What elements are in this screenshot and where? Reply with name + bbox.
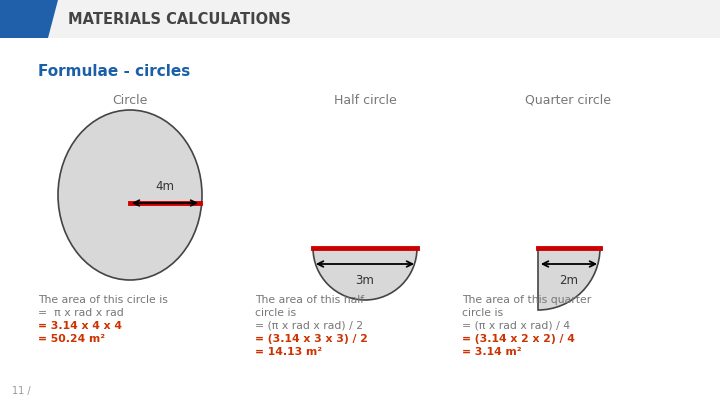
Text: = 3.14 m²: = 3.14 m² <box>462 347 521 357</box>
Text: = (3.14 x 3 x 3) / 2: = (3.14 x 3 x 3) / 2 <box>255 334 368 344</box>
Text: = (π x rad x rad) / 4: = (π x rad x rad) / 4 <box>462 321 570 331</box>
Text: Quarter circle: Quarter circle <box>525 94 611 107</box>
Text: = (3.14 x 2 x 2) / 4: = (3.14 x 2 x 2) / 4 <box>462 334 575 344</box>
Text: The area of this quarter: The area of this quarter <box>462 295 591 305</box>
Text: The area of this circle is: The area of this circle is <box>38 295 168 305</box>
Text: 11 /: 11 / <box>12 386 31 396</box>
Text: 4m: 4m <box>156 180 174 193</box>
Text: =  π x rad x rad: = π x rad x rad <box>38 308 124 318</box>
Text: The area of this half: The area of this half <box>255 295 364 305</box>
Text: Half circle: Half circle <box>333 94 397 107</box>
Polygon shape <box>0 0 58 38</box>
Ellipse shape <box>58 110 202 280</box>
Text: 3m: 3m <box>356 274 374 287</box>
FancyBboxPatch shape <box>0 0 720 38</box>
Wedge shape <box>538 248 600 310</box>
Text: Formulae - circles: Formulae - circles <box>38 64 190 79</box>
Text: 2m: 2m <box>559 274 578 287</box>
Text: circle is: circle is <box>255 308 296 318</box>
Text: = (π x rad x rad) / 2: = (π x rad x rad) / 2 <box>255 321 363 331</box>
Text: Circle: Circle <box>112 94 148 107</box>
Text: circle is: circle is <box>462 308 503 318</box>
Wedge shape <box>313 248 417 300</box>
Text: = 3.14 x 4 x 4: = 3.14 x 4 x 4 <box>38 321 122 331</box>
Text: = 14.13 m²: = 14.13 m² <box>255 347 322 357</box>
Text: MATERIALS CALCULATIONS: MATERIALS CALCULATIONS <box>68 11 291 26</box>
Text: = 50.24 m²: = 50.24 m² <box>38 334 105 344</box>
